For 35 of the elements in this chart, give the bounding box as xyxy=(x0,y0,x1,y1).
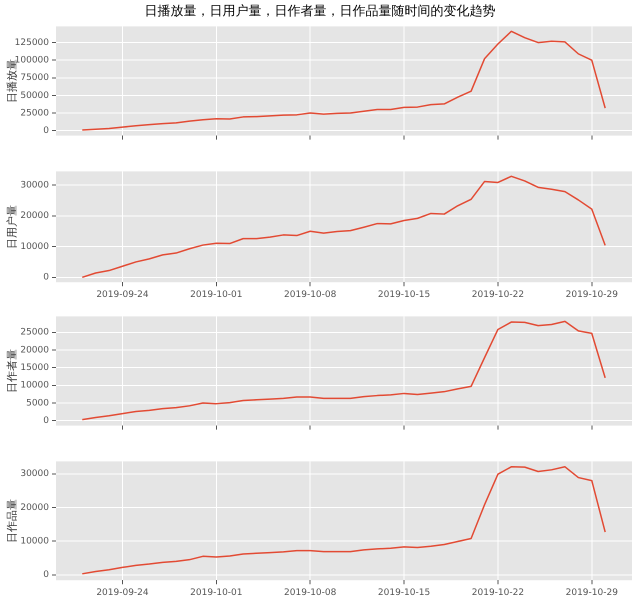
x-tick-label: 2019-10-29 xyxy=(566,588,618,598)
x-tick-label: 2019-10-22 xyxy=(472,290,524,300)
y-tick-label: 0 xyxy=(43,272,50,283)
y-axis-title: 日作品量 xyxy=(5,498,18,543)
y-tick-label: 15000 xyxy=(20,362,50,373)
x-tick-label: 2019-10-01 xyxy=(190,588,242,598)
x-tick-label: 2019-10-15 xyxy=(378,588,430,598)
y-tick-label: 50000 xyxy=(20,90,50,101)
x-tick-label: 2019-10-29 xyxy=(566,290,618,300)
y-tick-label: 30000 xyxy=(20,180,50,191)
y-tick-label: 25000 xyxy=(20,328,50,338)
y-axis-title: 日作者量 xyxy=(5,349,18,393)
y-tick-label: 30000 xyxy=(20,469,50,480)
y-tick-label: 5000 xyxy=(26,398,50,408)
y-tick-label: 10000 xyxy=(20,536,50,547)
y-tick-label: 25000 xyxy=(20,108,50,118)
y-tick-label: 10000 xyxy=(20,242,50,252)
y-tick-label: 0 xyxy=(43,416,50,426)
y-tick-label: 0 xyxy=(43,570,50,580)
y-tick-label: 75000 xyxy=(20,73,50,84)
x-tick-label: 2019-10-08 xyxy=(284,588,337,598)
chart-title: 日播放量，日用户量，日作者量，日作品量随时间的变化趋势 xyxy=(144,3,496,20)
x-tick-label: 2019-10-01 xyxy=(190,290,242,300)
y-axis-title: 日用户量 xyxy=(5,204,18,249)
y-tick-label: 20000 xyxy=(20,345,50,356)
y-tick-label: 10000 xyxy=(20,380,50,391)
x-tick-label: 2019-10-08 xyxy=(284,290,337,300)
x-tick-label: 2019-10-15 xyxy=(378,290,430,300)
y-tick-label: 0 xyxy=(43,126,50,136)
x-tick-label: 2019-09-24 xyxy=(96,290,149,300)
y-tick-label: 20000 xyxy=(20,502,50,513)
y-tick-label: 125000 xyxy=(14,38,50,48)
x-tick-label: 2019-09-24 xyxy=(96,588,149,598)
y-tick-label: 20000 xyxy=(20,211,50,222)
x-tick-label: 2019-10-22 xyxy=(472,588,524,598)
